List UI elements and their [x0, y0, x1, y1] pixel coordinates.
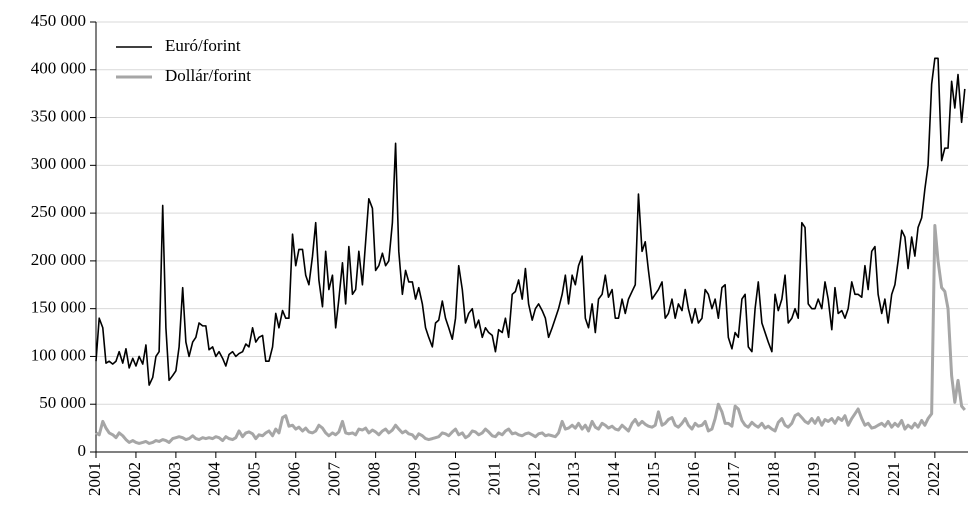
y-tick-label: 250 000 — [31, 202, 86, 221]
series-line — [95, 224, 966, 445]
y-tick-label: 0 — [78, 441, 87, 460]
x-tick-label: 2001 — [85, 462, 104, 496]
x-tick-label: 2013 — [564, 462, 583, 496]
y-tick-label: 400 000 — [31, 59, 86, 78]
x-tick-label: 2014 — [604, 462, 623, 497]
x-tick-label: 2007 — [325, 462, 344, 497]
x-tick-label: 2021 — [884, 462, 903, 496]
x-tick-label: 2005 — [245, 462, 264, 496]
x-tick-label: 2011 — [484, 462, 503, 495]
y-tick-label: 450 000 — [31, 11, 86, 30]
legend-label: Euró/forint — [165, 36, 241, 55]
y-tick-label: 200 000 — [31, 250, 86, 269]
y-tick-label: 300 000 — [31, 154, 86, 173]
series-line — [95, 57, 966, 386]
y-tick-label: 150 000 — [31, 298, 86, 317]
x-tick-label: 2016 — [684, 462, 703, 496]
y-tick-label: 100 000 — [31, 345, 86, 364]
x-tick-label: 2008 — [365, 462, 384, 496]
x-tick-label: 2002 — [125, 462, 144, 496]
x-tick-label: 2003 — [165, 462, 184, 496]
x-tick-label: 2018 — [764, 462, 783, 496]
x-tick-label: 2020 — [844, 462, 863, 496]
x-tick-label: 2010 — [444, 462, 463, 496]
y-tick-label: 350 000 — [31, 106, 86, 125]
x-tick-label: 2006 — [285, 462, 304, 496]
x-tick-label: 2004 — [205, 462, 224, 497]
x-tick-label: 2012 — [524, 462, 543, 496]
y-tick-label: 50 000 — [39, 393, 86, 412]
x-tick-label: 2015 — [644, 462, 663, 496]
legend-label: Dollár/forint — [165, 66, 251, 85]
x-tick-label: 2019 — [804, 462, 823, 496]
x-tick-label: 2022 — [924, 462, 943, 496]
x-tick-label: 2017 — [724, 462, 743, 497]
x-tick-label: 2009 — [404, 462, 423, 496]
